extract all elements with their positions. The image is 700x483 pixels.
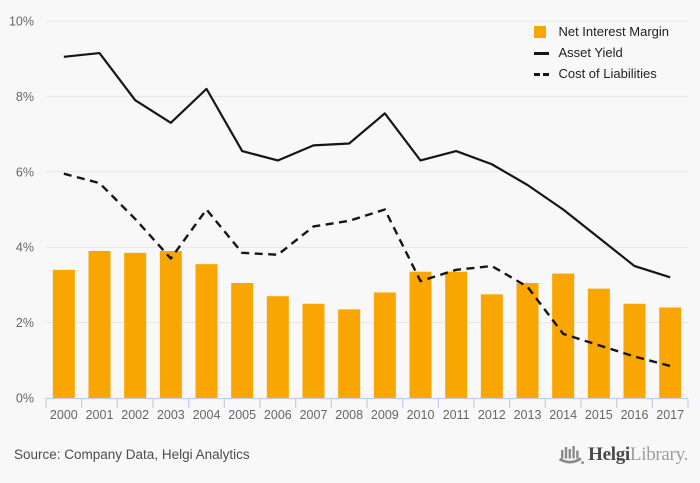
y-tick-label: 2% xyxy=(16,316,34,330)
y-tick-label: 6% xyxy=(16,165,34,179)
x-tick-label: 2013 xyxy=(514,408,542,422)
helgi-library-logo: HelgiLibrary. xyxy=(558,444,688,466)
chart-svg: 0% 2% 4% 6% 8% 10% 2000 2001 2002 2003 2004 2005 200… xyxy=(9,15,689,422)
bar xyxy=(623,303,646,398)
legend-item-net-interest-margin: Net Interest Margin xyxy=(534,25,669,39)
bar xyxy=(124,252,147,398)
y-tick-label: 0% xyxy=(16,392,34,406)
x-tick-label: 2006 xyxy=(264,408,292,422)
legend-label-asset-yield: Asset Yield xyxy=(558,45,623,60)
x-tick-label: 2005 xyxy=(228,408,256,422)
legend-item-cost-of-liabilities: Cost of Liabilities xyxy=(534,67,669,81)
x-tick-label: 2016 xyxy=(621,408,649,422)
bar xyxy=(231,283,254,398)
x-tick-label: 2012 xyxy=(478,408,506,422)
cost-of-liabilities-line xyxy=(63,172,671,368)
footer: Source: Company Data, Helgi Analytics He… xyxy=(0,432,700,483)
bar xyxy=(587,288,610,398)
bar xyxy=(302,303,325,398)
x-tick-label: 2010 xyxy=(407,408,435,422)
y-tick-label: 8% xyxy=(16,90,34,104)
y-tick-label: 4% xyxy=(16,241,34,255)
asset-yield-line xyxy=(63,51,671,279)
chart-legend: Net Interest Margin Asset Yield Cost of … xyxy=(534,25,669,81)
logo-text-primary: Helgi xyxy=(588,443,630,465)
legend-label-net-interest-margin: Net Interest Margin xyxy=(558,24,669,39)
x-tick-label: 2007 xyxy=(300,408,328,422)
x-tick-label: 2014 xyxy=(549,408,577,422)
bar xyxy=(409,271,432,398)
x-tick-label: 2003 xyxy=(157,408,185,422)
bar xyxy=(88,250,111,398)
x-tick-label: 2002 xyxy=(121,408,149,422)
bar xyxy=(338,309,361,398)
source-text: Source: Company Data, Helgi Analytics xyxy=(14,447,250,462)
legend-item-asset-yield: Asset Yield xyxy=(534,46,669,60)
x-tick-label: 2008 xyxy=(335,408,363,422)
x-tick-label: 2001 xyxy=(86,408,114,422)
bar xyxy=(552,273,575,398)
solid-line-swatch-icon xyxy=(534,51,550,55)
bar xyxy=(373,292,396,398)
bar xyxy=(195,264,218,398)
y-tick-label: 10% xyxy=(9,15,34,29)
x-tick-label: 2009 xyxy=(371,408,399,422)
dashed-line-swatch-icon xyxy=(534,72,550,76)
legend-label-cost-of-liabilities: Cost of Liabilities xyxy=(558,66,657,81)
x-tick-label: 2011 xyxy=(443,408,470,422)
x-tick-label: 2004 xyxy=(193,408,221,422)
bar xyxy=(516,283,539,398)
bar xyxy=(445,271,468,398)
bar xyxy=(159,250,182,398)
x-tick-label: 2017 xyxy=(656,408,684,422)
bar xyxy=(52,269,75,398)
bar xyxy=(480,294,503,398)
bar xyxy=(266,296,289,398)
x-tick-label: 2015 xyxy=(585,408,613,422)
helgi-logo-icon xyxy=(558,445,585,464)
bar-swatch-icon xyxy=(534,26,547,38)
bar xyxy=(659,307,682,398)
x-tick-label: 2000 xyxy=(50,408,78,422)
logo-text-secondary: Library. xyxy=(629,443,688,465)
